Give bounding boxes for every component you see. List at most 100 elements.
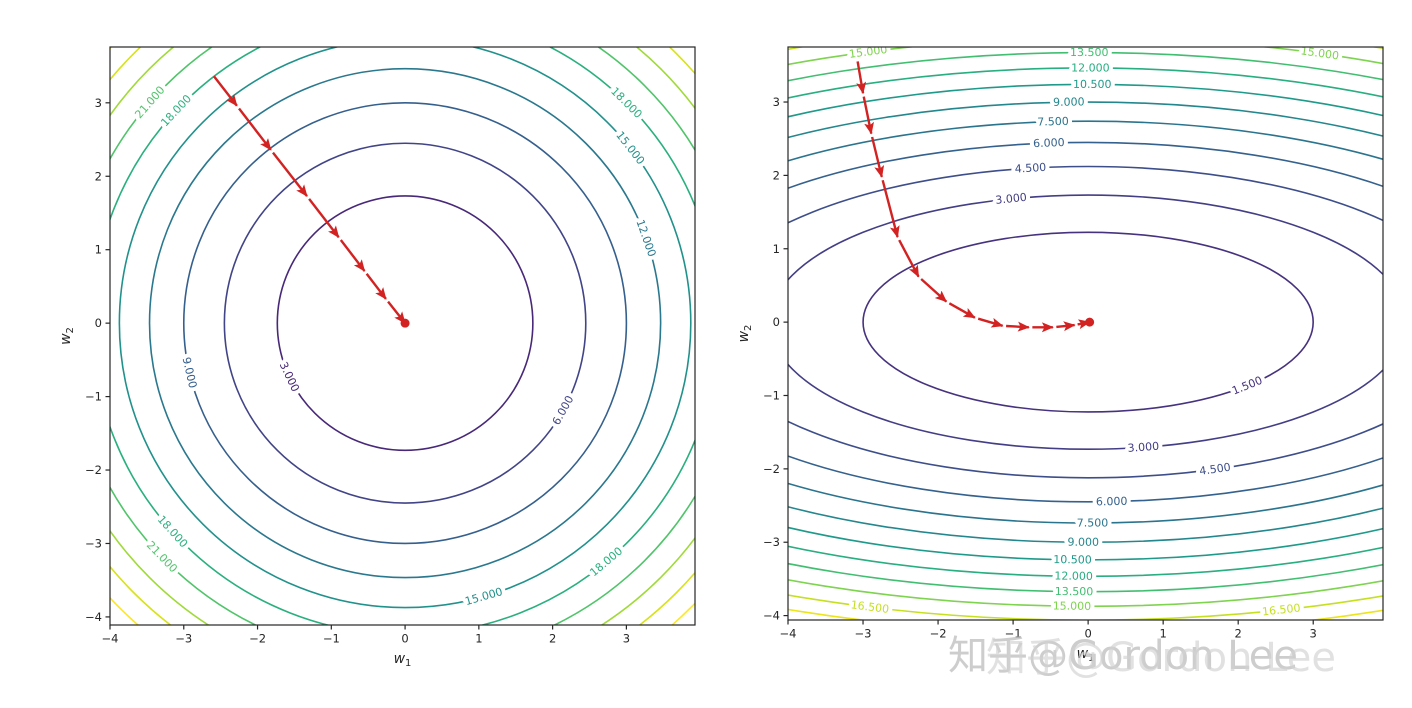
descent-arrow <box>213 75 238 107</box>
contour-label-15: 15.000 <box>613 129 647 167</box>
contour-line-16.5 <box>788 47 1383 620</box>
y-tick-label: 3 <box>95 96 102 110</box>
y-tick-label: −1 <box>763 388 780 402</box>
y-tick-label: −3 <box>763 535 780 549</box>
contour-line-30 <box>110 47 695 625</box>
contour-label-16.5: 16.500 <box>850 598 890 616</box>
descent-arrow <box>856 61 867 95</box>
contour-label-9: 9.000 <box>1068 536 1100 549</box>
contour-line-1.5 <box>862 231 1314 413</box>
descent-arrow <box>977 317 1004 328</box>
contour-line-15 <box>788 47 1383 607</box>
x-tick-label: 0 <box>401 632 408 646</box>
x-tick-label: 0 <box>1084 627 1091 641</box>
x-tick-label: −3 <box>855 627 872 641</box>
descent-arrow <box>881 179 900 238</box>
descent-arrow <box>1056 321 1076 332</box>
contour-label-15: 15.000 <box>848 43 888 61</box>
contour-label-3: 3.000 <box>995 191 1028 207</box>
contour-line-18 <box>788 608 1383 620</box>
contour-plot-right: 1.500 3.000 3.000 4.500 4.500 6.000 6.000 7.500… <box>736 43 1384 664</box>
contour-line-6 <box>788 141 1383 503</box>
contour-label-9: 9.000 <box>180 356 200 390</box>
x-tick-label: 1 <box>1159 627 1166 641</box>
contour-line-10.5 <box>788 83 1383 561</box>
contour-plot-left: 3.000 6.000 9.000 12.000 15.000 15.000 18.000 1… <box>58 46 696 669</box>
contour-label-12: 12.000 <box>1054 570 1093 583</box>
x-tick-label: −4 <box>780 627 797 641</box>
contour-line-9 <box>182 102 628 545</box>
x-axis-label: w1 <box>394 651 412 669</box>
y-tick-label: −4 <box>763 609 780 623</box>
y-axis-label: w2 <box>736 325 754 343</box>
descent-arrow <box>308 198 340 239</box>
x-tick-label: −1 <box>323 632 340 646</box>
y-tick-label: −3 <box>85 536 102 550</box>
contour-label-18: 18.000 <box>587 545 625 580</box>
contour-label-13.5: 13.500 <box>1070 46 1109 59</box>
contour-label-9: 9.000 <box>1053 95 1085 108</box>
x-tick-label: 2 <box>1235 627 1242 641</box>
contour-label-10.5: 10.500 <box>1053 553 1092 566</box>
x-tick-label: 2 <box>549 632 556 646</box>
contour-label-6: 6.000 <box>550 393 577 427</box>
contour-label-4.5: 4.500 <box>1014 161 1046 176</box>
contour-line-3 <box>788 194 1383 450</box>
contour-label-18: 18.000 <box>158 92 194 129</box>
contour-label-7.5: 7.500 <box>1037 115 1069 129</box>
contour-lines: 3.000 6.000 9.000 12.000 15.000 15.000 18.000 1… <box>110 47 695 625</box>
axes-frame <box>787 46 1384 621</box>
y-tick-label: 1 <box>95 243 102 257</box>
contour-label-13.5: 13.500 <box>1055 585 1094 598</box>
contour-label-4.5: 4.500 <box>1199 461 1232 478</box>
descent-arrow <box>862 96 874 135</box>
x-tick-label: 1 <box>475 632 482 646</box>
x-tick-label: −2 <box>249 632 266 646</box>
contour-label-7.5: 7.500 <box>1077 516 1109 529</box>
y-tick-label: −2 <box>763 462 780 476</box>
contour-line-9 <box>788 101 1383 543</box>
y-tick-label: −2 <box>85 463 102 477</box>
contour-lines: 1.500 3.000 3.000 4.500 4.500 6.000 6.000 7.500… <box>788 43 1383 620</box>
gradient-descent-path <box>856 61 1095 333</box>
y-tick-label: 3 <box>773 95 780 109</box>
descent-arrow <box>1006 321 1030 332</box>
x-tick-label: −1 <box>1005 627 1022 641</box>
x-axis-label: w1 <box>1077 646 1095 664</box>
y-tick-label: 2 <box>95 169 102 183</box>
y-tick-label: 0 <box>95 316 102 330</box>
x-tick-label: −4 <box>102 632 119 646</box>
contour-label-6: 6.000 <box>1096 495 1128 509</box>
contour-line-4.5 <box>788 165 1383 479</box>
contour-line-15 <box>118 47 692 609</box>
contour-label-12: 12.000 <box>633 218 658 259</box>
contour-label-3: 3.000 <box>1127 440 1159 455</box>
contour-line-7.5 <box>788 120 1383 524</box>
contour-line-3 <box>276 195 534 452</box>
contour-line-13.5 <box>788 51 1383 593</box>
descent-arrow <box>339 239 366 272</box>
contour-label-3: 3.000 <box>277 360 302 394</box>
minimum-point <box>400 318 410 328</box>
contour-label-18: 18.000 <box>608 85 644 121</box>
descent-arrow <box>238 107 272 151</box>
x-tick-label: −2 <box>930 627 947 641</box>
y-axis-label: w2 <box>58 327 76 345</box>
x-tick-label: 3 <box>623 632 630 646</box>
minimum-point <box>1085 317 1095 327</box>
descent-arrow <box>870 136 885 178</box>
contour-label-21: 21.000 <box>144 539 180 576</box>
contour-line-6 <box>223 142 587 504</box>
descent-arrow <box>898 239 920 278</box>
descent-arrow <box>365 273 387 300</box>
contour-label-1.5: 1.500 <box>1230 374 1264 398</box>
descent-arrow <box>948 302 976 319</box>
x-tick-label: −3 <box>175 632 192 646</box>
contour-label-15: 15.000 <box>1053 600 1092 613</box>
y-tick-label: 0 <box>773 315 780 329</box>
contour-label-15: 15.000 <box>464 585 505 608</box>
descent-arrow <box>272 151 308 197</box>
y-tick-label: −1 <box>85 390 102 404</box>
